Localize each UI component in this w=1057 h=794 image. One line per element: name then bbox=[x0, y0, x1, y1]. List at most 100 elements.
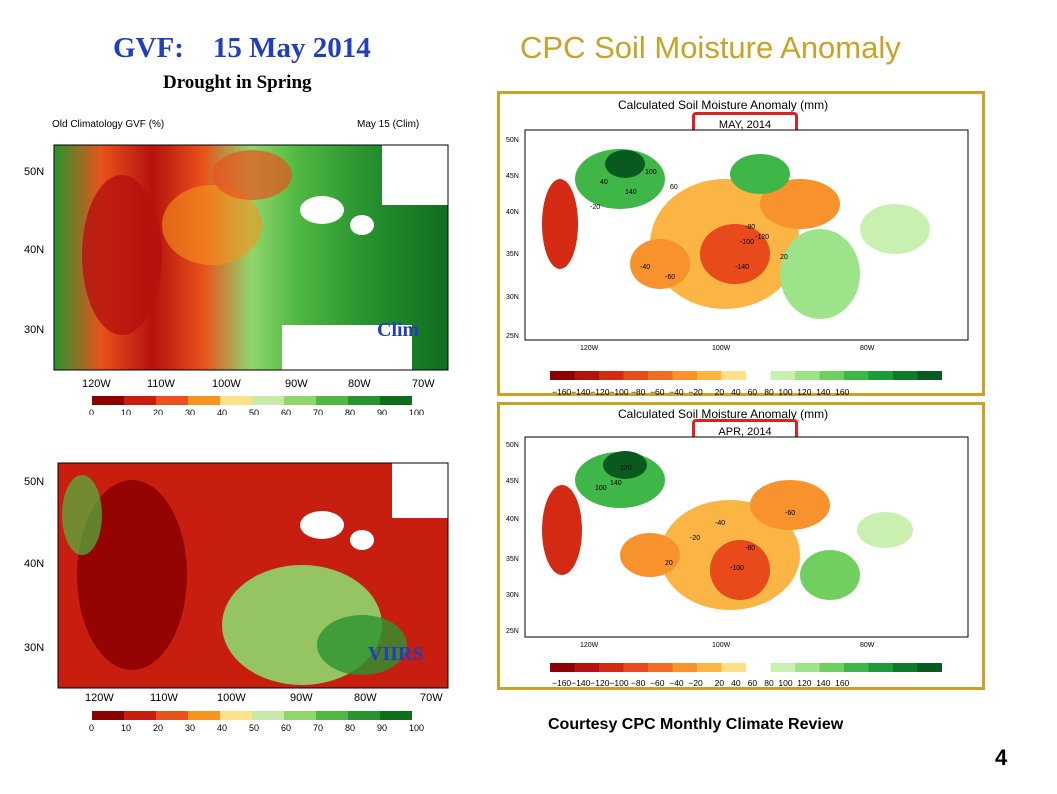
contour-label: -80 bbox=[745, 224, 755, 231]
contour-label: 120 bbox=[620, 465, 632, 472]
colorbar-tick-label: 60 bbox=[281, 723, 291, 733]
cpc-title: CPC Soil Moisture Anomaly bbox=[520, 30, 901, 65]
colorbar-swatch bbox=[188, 396, 220, 405]
colorbar-swatch bbox=[92, 711, 124, 720]
svg-text:120W: 120W bbox=[580, 345, 599, 352]
svg-text:80W: 80W bbox=[860, 642, 875, 649]
contour-label: 40 bbox=[600, 179, 608, 186]
contour-label: 20 bbox=[780, 254, 788, 261]
soil-colorbar-swatch bbox=[623, 663, 648, 672]
colorbar-tick-label: 90 bbox=[377, 408, 387, 415]
colorbar-tick-label: 70 bbox=[313, 723, 323, 733]
svg-text:30N: 30N bbox=[506, 294, 519, 301]
colorbar-tick-label: 20 bbox=[153, 723, 163, 733]
soil-colorbar-swatch bbox=[868, 371, 893, 380]
colorbar-tick-label: 60 bbox=[281, 408, 291, 415]
svg-text:80W: 80W bbox=[354, 692, 377, 704]
contour-label: -100 bbox=[730, 565, 744, 572]
gvf-map-viirs-canvas: 50N 40N 30N 120W 110W 100W 90W 80W 70W 0… bbox=[24, 462, 449, 733]
soil-colorbar-swatch bbox=[721, 663, 746, 672]
colorbar-tick-label: 50 bbox=[249, 408, 259, 415]
contour-label: 100 bbox=[645, 169, 657, 176]
contour-label: -20 bbox=[590, 204, 600, 211]
colorbar-swatch bbox=[380, 396, 412, 405]
gvf-subtitle: Drought in Spring bbox=[163, 72, 312, 93]
soil-colorbar-swatch bbox=[844, 371, 869, 380]
colorbar-swatch bbox=[284, 396, 316, 405]
colorbar-swatch bbox=[252, 711, 284, 720]
svg-text:30N: 30N bbox=[24, 642, 44, 654]
colorbar-swatch bbox=[156, 396, 188, 405]
svg-text:30N: 30N bbox=[506, 592, 519, 599]
contour-label: -80 bbox=[745, 545, 755, 552]
soil-colorbar-swatch bbox=[917, 663, 942, 672]
soil-colorbar-swatch bbox=[868, 663, 893, 672]
colorbar-swatch bbox=[124, 396, 156, 405]
svg-text:90W: 90W bbox=[290, 692, 313, 704]
soil-map-apr-canvas: 50N 45N 40N 35N 30N 25N 120W 100W 80W 120 14010… bbox=[506, 436, 969, 672]
colorbar-tick-label: 50 bbox=[249, 723, 259, 733]
soil-colorbar-swatch bbox=[721, 371, 746, 380]
svg-text:45N: 45N bbox=[506, 478, 519, 485]
soil-colorbar-swatch bbox=[746, 663, 771, 672]
svg-text:40N: 40N bbox=[506, 209, 519, 216]
soil-colorbar-swatch bbox=[550, 663, 575, 672]
svg-text:25N: 25N bbox=[506, 628, 519, 635]
colorbar-swatch bbox=[124, 711, 156, 720]
colorbar-tick-label: 0 bbox=[89, 408, 94, 415]
gvf-map-title-left: Old Climatology GVF (%) bbox=[52, 119, 165, 130]
soil-colorbar-swatch bbox=[550, 371, 575, 380]
soil-colorbar-labels-may: −160−140−120−100 −80 −60 −40 −20 20 40 6… bbox=[552, 387, 850, 397]
contour-label: 140 bbox=[610, 480, 622, 487]
svg-text:40N: 40N bbox=[506, 516, 519, 523]
contour-label: -120 bbox=[755, 234, 769, 241]
soil-colorbar-swatch bbox=[746, 371, 771, 380]
svg-text:120W: 120W bbox=[85, 692, 114, 704]
svg-text:110W: 110W bbox=[150, 692, 179, 704]
gvf-map-label-clim: Clim bbox=[377, 319, 420, 341]
contour-label: 20 bbox=[665, 560, 673, 567]
colorbar-swatch bbox=[220, 396, 252, 405]
svg-text:45N: 45N bbox=[506, 173, 519, 180]
svg-text:25N: 25N bbox=[506, 333, 519, 340]
colorbar-tick-label: 30 bbox=[185, 408, 195, 415]
contour-label: -40 bbox=[715, 520, 725, 527]
soil-colorbar-swatch bbox=[599, 371, 624, 380]
contour-label: 60 bbox=[670, 184, 678, 191]
colorbar-tick-label: 100 bbox=[409, 723, 424, 733]
contour-label: -100 bbox=[740, 239, 754, 246]
colorbar-swatch bbox=[284, 711, 316, 720]
contour-label: 100 bbox=[595, 485, 607, 492]
soil-map-title-2: Calculated Soil Moisture Anomaly (mm) bbox=[618, 407, 829, 421]
svg-text:80W: 80W bbox=[860, 345, 875, 352]
svg-text:120W: 120W bbox=[580, 642, 599, 649]
contour-label: 140 bbox=[625, 189, 637, 196]
contour-label: -140 bbox=[735, 264, 749, 271]
soil-colorbar-swatch bbox=[819, 371, 844, 380]
svg-text:35N: 35N bbox=[506, 556, 519, 563]
soil-colorbar-swatch bbox=[893, 663, 918, 672]
gvf-map-title-right: May 15 (Clim) bbox=[357, 119, 420, 130]
colorbar-tick-label: 40 bbox=[217, 408, 227, 415]
soil-colorbar-swatch bbox=[819, 663, 844, 672]
svg-text:100W: 100W bbox=[712, 642, 731, 649]
soil-colorbar-swatch bbox=[574, 663, 599, 672]
colorbar-tick-label: 80 bbox=[345, 723, 355, 733]
soil-colorbar-swatch bbox=[623, 371, 648, 380]
colorbar-swatch bbox=[188, 711, 220, 720]
svg-text:50N: 50N bbox=[24, 476, 44, 488]
soil-colorbar-swatch bbox=[770, 371, 795, 380]
colorbar-tick-label: 40 bbox=[217, 723, 227, 733]
soil-colorbar-swatch bbox=[844, 663, 869, 672]
contour-label: -60 bbox=[665, 274, 675, 281]
colorbar-swatch bbox=[252, 396, 284, 405]
soil-map-title: Calculated Soil Moisture Anomaly (mm) bbox=[618, 98, 829, 112]
svg-text:50N: 50N bbox=[506, 137, 519, 144]
soil-colorbar-swatch bbox=[672, 663, 697, 672]
soil-colorbar-swatch bbox=[795, 371, 820, 380]
colorbar-tick-label: 0 bbox=[89, 723, 94, 733]
colorbar-swatch bbox=[156, 711, 188, 720]
contour-label: -40 bbox=[640, 264, 650, 271]
colorbar-swatch bbox=[92, 396, 124, 405]
page-number: 4 bbox=[995, 745, 1008, 770]
